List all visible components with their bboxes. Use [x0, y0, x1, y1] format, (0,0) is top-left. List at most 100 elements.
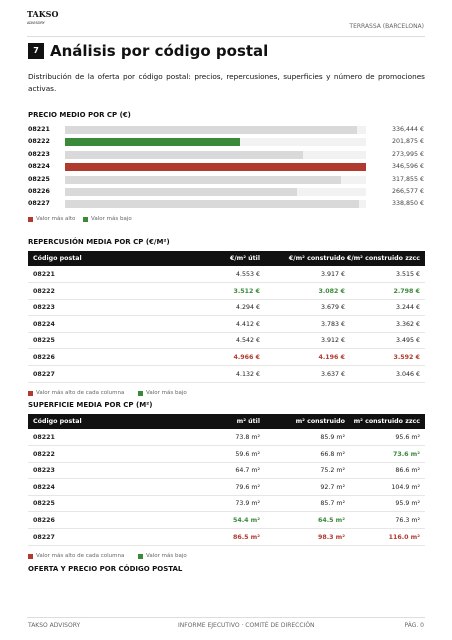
table-cell: 3.512 €: [233, 287, 261, 295]
value-label: 266,577 €: [391, 188, 424, 195]
table-title: REPERCUSIÓN MEDIA POR CP (€/M²): [28, 238, 170, 246]
table-cell: 08222: [33, 450, 55, 458]
table-cell: 4.542 €: [235, 337, 260, 345]
row-line: [28, 298, 425, 300]
rule: [27, 617, 425, 618]
table-cell: 08226: [33, 517, 55, 524]
column-header: m² construido: [295, 418, 345, 425]
table-cell: 92.7 m²: [320, 483, 345, 491]
intro: Distribución de la oferta por código pos…: [28, 72, 425, 93]
table-cell: 4.412 €: [235, 320, 260, 328]
legend-swatch: [83, 217, 88, 222]
row-line: [28, 494, 425, 496]
table-cell: 4.294 €: [235, 304, 260, 312]
row-line: [28, 445, 425, 446]
column-header: €/m² útil: [229, 255, 260, 262]
table-cell: 95.9 m²: [395, 500, 420, 508]
table-cell: 4.132 €: [235, 370, 260, 378]
legend-label: Valor más bajo: [146, 390, 187, 397]
row-line: [28, 461, 425, 463]
bar: [65, 175, 342, 184]
category-label: 08226: [28, 188, 50, 195]
value-label: 346,596 €: [391, 163, 424, 171]
table-cell: 95.6 m²: [395, 434, 420, 441]
table-cell: 3.783 €: [320, 320, 345, 328]
table-cell: 08223: [33, 467, 55, 475]
table-cell: 3.515 €: [395, 271, 420, 278]
table-header: [28, 414, 425, 429]
column-header: €/m² construido zzcc: [346, 255, 420, 262]
value-label: 317,855 €: [391, 175, 424, 183]
category-label: 08224: [28, 163, 50, 171]
legend-swatch: [28, 554, 33, 560]
table-cell: 3.679 €: [320, 304, 345, 312]
legend-label: Valor más bajo: [146, 553, 187, 560]
table-cell: 3.244 €: [395, 304, 420, 312]
row-line: [28, 331, 425, 333]
legend-label: Valor más alto de cada columna: [36, 390, 125, 397]
table-cell: 3.637 €: [320, 370, 345, 378]
bar: [65, 200, 360, 209]
category-label: 08221: [28, 126, 50, 133]
table-cell: 116.0 m²: [388, 533, 420, 541]
table-cell: 73.9 m²: [235, 500, 260, 508]
column-header: m² útil: [236, 418, 260, 425]
value-label: 273,995 €: [391, 150, 424, 158]
bar: [65, 138, 241, 147]
table-cell: 3.592 €: [393, 354, 421, 361]
category-label: 08227: [28, 200, 50, 208]
footer-center: INFORME EJECUTIVO · COMITÉ DE DIRECCIÓN: [178, 622, 315, 629]
table-cell: 54.4 m²: [232, 517, 260, 524]
bar: [65, 126, 358, 134]
logo-top: TAKSO: [27, 9, 59, 19]
table-cell: 86.6 m²: [395, 467, 420, 475]
bar: [65, 188, 297, 196]
logo-bottom: ADVISORY: [27, 21, 45, 25]
table-cell: 79.6 m²: [235, 483, 260, 491]
legend-swatch: [138, 391, 143, 397]
table-cell: 4.196 €: [318, 354, 346, 361]
table-cell: 08221: [33, 434, 55, 441]
table-cell: 98.3 m²: [317, 533, 345, 541]
table-cell: 76.3 m²: [395, 517, 420, 524]
row-line: [28, 282, 425, 283]
table-title: SUPERFICIE MEDIA POR CP (M²): [28, 401, 153, 409]
table-cell: 2.798 €: [393, 287, 421, 295]
table-cell: 08221: [33, 271, 55, 278]
table-cell: 08227: [33, 533, 55, 541]
column-header: Código postal: [33, 255, 82, 262]
chart-title: PRECIO MEDIO POR CP (€): [28, 111, 131, 119]
row-line: [28, 348, 425, 350]
table-cell: 08225: [33, 337, 55, 345]
table-cell: 3.362 €: [395, 320, 420, 328]
footer-left: TAKSO ADVISORY: [28, 622, 81, 629]
rule: [27, 36, 425, 37]
table-cell: 73.8 m²: [235, 434, 260, 441]
row-line: [28, 511, 425, 513]
row-line: [28, 528, 425, 529]
table-cell: 73.6 m²: [392, 450, 420, 458]
table-cell: 08222: [33, 287, 55, 295]
column-header: Código postal: [33, 418, 82, 425]
table-cell: 08225: [33, 500, 55, 508]
table-cell: 86.5 m²: [232, 533, 260, 541]
table-cell: 08224: [33, 320, 55, 328]
row-line: [28, 478, 425, 480]
table-cell: 104.9 m²: [391, 483, 420, 491]
table-header: [28, 251, 425, 266]
table-cell: 4.553 €: [235, 271, 260, 278]
value-label: 201,875 €: [391, 138, 424, 146]
section-title: Análisis por código postal: [50, 42, 269, 60]
table-cell: 64.7 m²: [235, 467, 260, 475]
table-cell: 75.2 m²: [320, 467, 345, 475]
row-line: [28, 544, 425, 546]
legend-swatch: [138, 554, 143, 560]
category-label: 08223: [28, 150, 50, 158]
category-label: 08225: [28, 175, 50, 183]
table-cell: 64.5 m²: [317, 517, 345, 524]
next-heading: OFERTA Y PRECIO POR CÓDIGO POSTAL: [28, 565, 183, 573]
table-cell: 3.912 €: [320, 337, 345, 345]
table-cell: 85.9 m²: [320, 434, 345, 441]
legend-swatch: [28, 391, 33, 397]
